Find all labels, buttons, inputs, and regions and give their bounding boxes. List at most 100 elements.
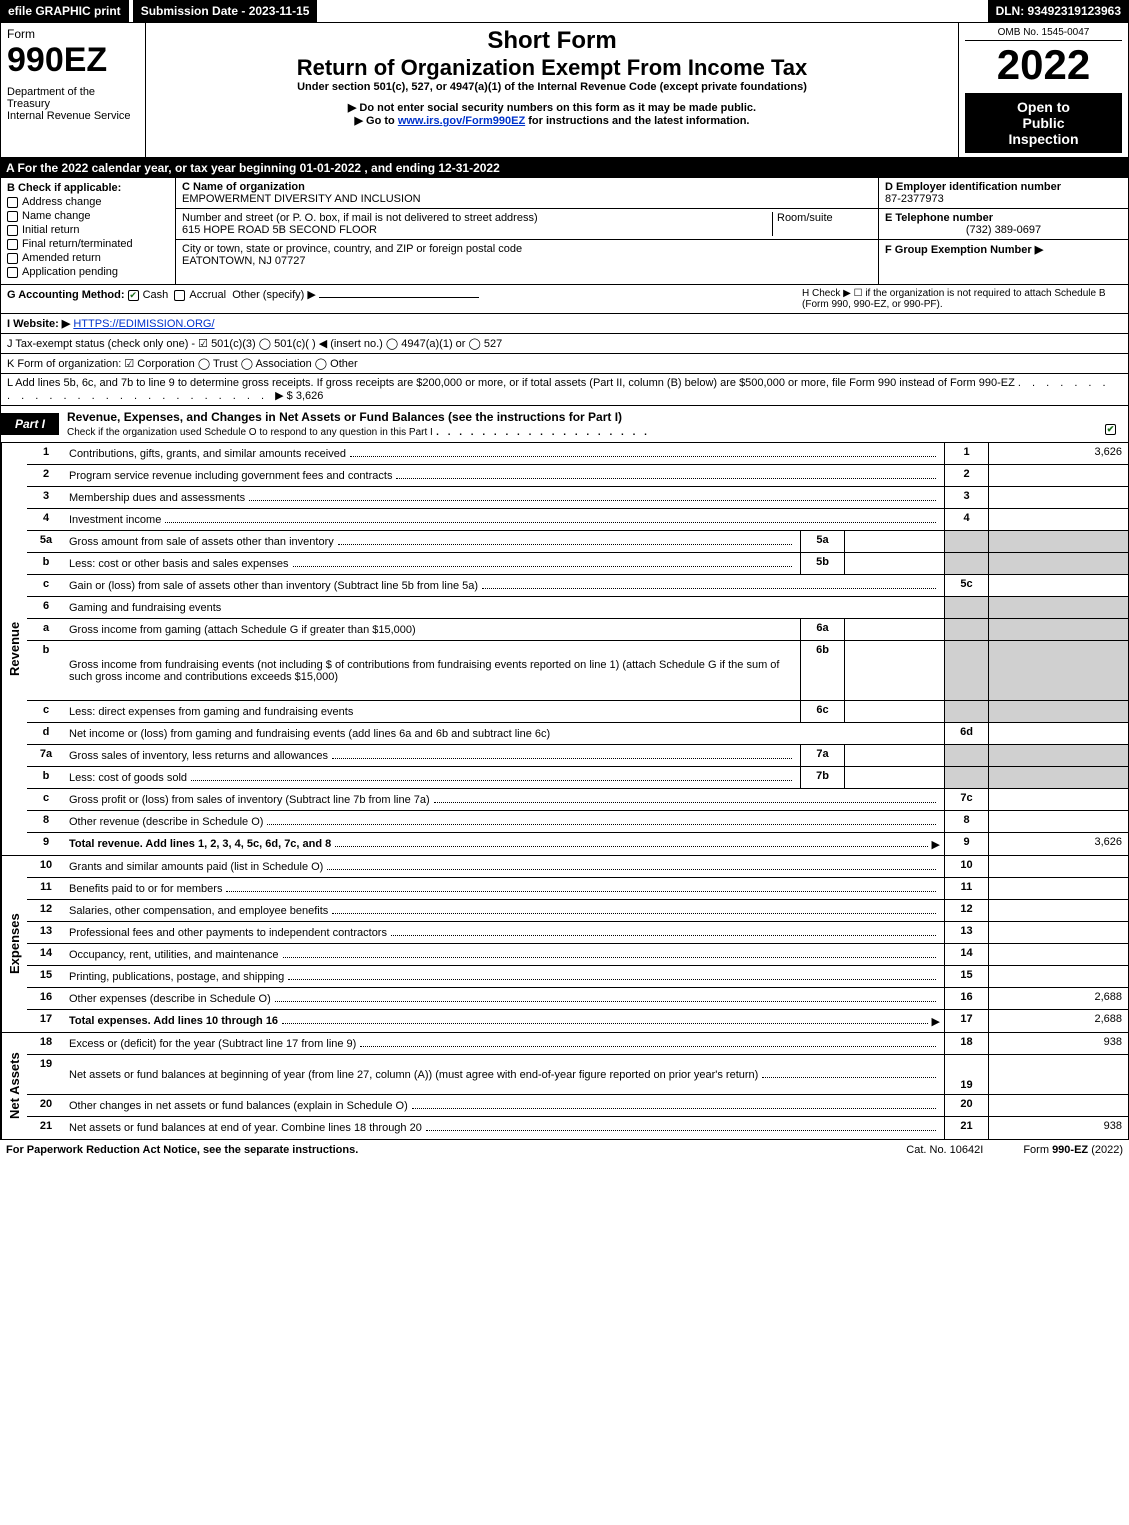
ln-7b-num: b: [27, 767, 65, 788]
check-accrual[interactable]: [174, 290, 185, 301]
arrow-icon: ▶: [932, 838, 940, 851]
ln-3-col: 3: [944, 487, 988, 508]
ln-6d-desc: Net income or (loss) from gaming and fun…: [69, 728, 550, 740]
g-label: G Accounting Method:: [7, 289, 125, 301]
omb-number: OMB No. 1545-0047: [965, 27, 1122, 41]
ln-9-col: 9: [944, 833, 988, 855]
cash-label: Cash: [143, 289, 169, 301]
ln-6a-subval: [844, 619, 944, 640]
ln-1-num: 1: [27, 443, 65, 464]
org-city: EATONTOWN, NJ 07727: [182, 255, 522, 267]
ln-6b-sub: 6b: [800, 641, 844, 700]
ln-10-col: 10: [944, 856, 988, 877]
ln-5b-col: [944, 553, 988, 574]
ln-5c-val: [988, 575, 1128, 596]
ln-3-num: 3: [27, 487, 65, 508]
ln-16-val: 2,688: [988, 988, 1128, 1009]
form-header: Form 990EZ Department of the Treasury In…: [0, 23, 1129, 158]
revenue-table: Revenue 1Contributions, gifts, grants, a…: [0, 443, 1129, 856]
efile-print-button[interactable]: efile GRAPHIC print: [0, 0, 129, 22]
ln-6a-val: [988, 619, 1128, 640]
ln-7c-col: 7c: [944, 789, 988, 810]
col-c-org-info: C Name of organization EMPOWERMENT DIVER…: [176, 178, 878, 284]
irs-link[interactable]: www.irs.gov/Form990EZ: [398, 115, 525, 127]
footer-cat-no: Cat. No. 10642I: [906, 1144, 983, 1156]
city-label: City or town, state or province, country…: [182, 243, 522, 255]
short-form-label: Short Form: [152, 27, 952, 55]
ln-11-num: 11: [27, 878, 65, 899]
accrual-label: Accrual: [189, 289, 226, 301]
check-initial-return[interactable]: [7, 225, 18, 236]
check-address-change[interactable]: [7, 197, 18, 208]
dln: DLN: 93492319123963: [988, 0, 1129, 22]
line-k: K Form of organization: ☑ Corporation ◯ …: [0, 354, 1129, 374]
form-id-block: Form 990EZ Department of the Treasury In…: [1, 23, 146, 157]
ln-2-desc: Program service revenue including govern…: [69, 470, 392, 482]
ln-6c-val: [988, 701, 1128, 722]
ln-14-desc: Occupancy, rent, utilities, and maintena…: [69, 949, 279, 961]
ln-8-col: 8: [944, 811, 988, 832]
col-def: D Employer identification number 87-2377…: [878, 178, 1128, 284]
line-l-amount: ▶ $ 3,626: [275, 390, 323, 402]
i-label: I Website: ▶: [7, 318, 70, 330]
ln-6c-sub: 6c: [800, 701, 844, 722]
vtab-net-assets: Net Assets: [1, 1033, 27, 1139]
ln-7a-col: [944, 745, 988, 766]
ln-10-num: 10: [27, 856, 65, 877]
ln-20-num: 20: [27, 1095, 65, 1116]
section-bcdef: B Check if applicable: Address change Na…: [0, 178, 1129, 285]
subtitle-2: ▶ Do not enter social security numbers o…: [152, 101, 952, 114]
page-footer: For Paperwork Reduction Act Notice, see …: [0, 1140, 1129, 1160]
ln-9-val: 3,626: [988, 833, 1128, 855]
ln-13-val: [988, 922, 1128, 943]
expenses-table: Expenses 10Grants and similar amounts pa…: [0, 856, 1129, 1033]
ln-5a-col: [944, 531, 988, 552]
ln-5a-subval: [844, 531, 944, 552]
tax-year: 2022: [965, 41, 1122, 89]
ln-18-num: 18: [27, 1033, 65, 1054]
phone: (732) 389-0697: [885, 224, 1122, 236]
arrow-icon: ▶: [932, 1015, 940, 1028]
f-label: F Group Exemption Number ▶: [885, 243, 1122, 256]
ln-6c-subval: [844, 701, 944, 722]
vtab-revenue: Revenue: [1, 443, 27, 855]
ln-6b-subval: [844, 641, 944, 700]
check-application-pending[interactable]: [7, 267, 18, 278]
ln-5a-sub: 5a: [800, 531, 844, 552]
ln-20-desc: Other changes in net assets or fund bala…: [69, 1100, 408, 1112]
ln-6b-num: b: [27, 641, 65, 700]
ln-20-col: 20: [944, 1095, 988, 1116]
ln-13-desc: Professional fees and other payments to …: [69, 927, 387, 939]
ln-12-num: 12: [27, 900, 65, 921]
addr-label: Number and street (or P. O. box, if mail…: [182, 212, 772, 224]
ln-12-val: [988, 900, 1128, 921]
row-gh: G Accounting Method: Cash Accrual Other …: [0, 285, 1129, 314]
ln-7a-sub: 7a: [800, 745, 844, 766]
ln-17-desc: Total expenses. Add lines 10 through 16: [69, 1015, 278, 1027]
irs-label: Internal Revenue Service: [7, 110, 139, 122]
ln-15-num: 15: [27, 966, 65, 987]
c-label: C Name of organization: [182, 181, 872, 193]
line-l-text: L Add lines 5b, 6c, and 7b to line 9 to …: [7, 377, 1015, 389]
ln-8-num: 8: [27, 811, 65, 832]
ln-1-col: 1: [944, 443, 988, 464]
sub3-post: for instructions and the latest informat…: [525, 115, 749, 127]
ln-6-val: [988, 597, 1128, 618]
ln-6a-num: a: [27, 619, 65, 640]
ln-7b-subval: [844, 767, 944, 788]
ln-19-col: 19: [944, 1055, 988, 1094]
ln-20-val: [988, 1095, 1128, 1116]
ln-5b-num: b: [27, 553, 65, 574]
ln-8-val: [988, 811, 1128, 832]
check-cash[interactable]: [128, 290, 139, 301]
ln-10-val: [988, 856, 1128, 877]
ln-19-val: [988, 1055, 1128, 1094]
ln-5b-subval: [844, 553, 944, 574]
check-final-return[interactable]: [7, 239, 18, 250]
check-name-change[interactable]: [7, 211, 18, 222]
check-schedule-o[interactable]: [1105, 424, 1116, 435]
ln-7b-val: [988, 767, 1128, 788]
ln-21-num: 21: [27, 1117, 65, 1139]
website-link[interactable]: HTTPS://EDIMISSION.ORG/: [73, 318, 214, 330]
check-amended-return[interactable]: [7, 253, 18, 264]
